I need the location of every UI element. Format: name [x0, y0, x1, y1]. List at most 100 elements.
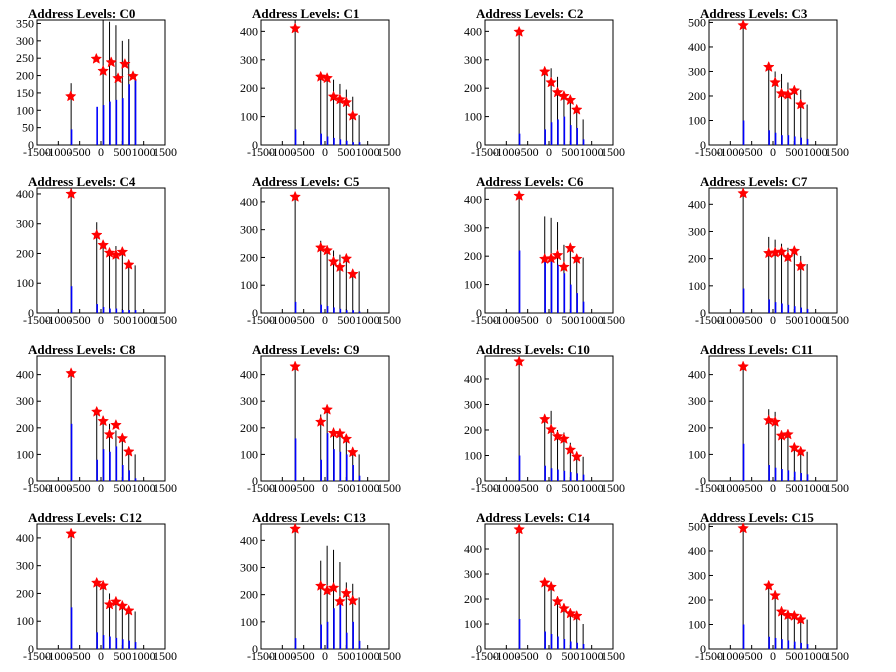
y-tick-label: 100	[464, 617, 482, 631]
y-tick-label: 300	[464, 53, 482, 67]
chart-title: Address Levels: C0	[28, 6, 136, 21]
y-tick-label: 0	[700, 474, 706, 488]
chart-panel: Address Levels: C2 0 100 200 300 400 -1500 -100…	[448, 0, 672, 168]
peak-marker	[788, 244, 801, 257]
peak-marker	[769, 589, 782, 601]
chart-title: Address Levels: C10	[476, 342, 590, 357]
peak-marker	[513, 189, 526, 201]
peak-marker	[97, 238, 110, 251]
plot-frame	[260, 19, 390, 146]
x-tick-label: 1000	[132, 481, 156, 495]
peak-marker	[334, 595, 346, 607]
peak-marker	[538, 65, 551, 77]
peak-marker	[105, 56, 118, 68]
chart-panel: Address Levels: C10 0 100 200 300 400 -1500 -10…	[448, 336, 672, 504]
y-tick-label: 400	[464, 542, 482, 556]
x-tick-label: -1000	[268, 145, 296, 159]
x-tick-label: 0	[322, 649, 328, 663]
peak-marker	[327, 426, 340, 439]
peak-marker	[65, 367, 78, 379]
y-tick-label: 200	[16, 421, 34, 435]
x-tick-label: -1000	[716, 481, 744, 495]
x-tick-label: 0	[770, 313, 776, 327]
y-tick-label: 0	[476, 642, 482, 656]
x-tick-label: -1500	[695, 649, 723, 663]
x-tick-label: 500	[113, 481, 131, 495]
x-tick-label: -1500	[23, 649, 51, 663]
y-tick-label: 0	[700, 306, 706, 320]
peak-marker	[327, 255, 340, 267]
x-tick-label: 1000	[132, 649, 156, 663]
y-tick-label: 200	[16, 586, 34, 600]
x-tick-label: 1000	[580, 313, 604, 327]
peak-marker	[97, 415, 110, 427]
peak-marker	[762, 414, 775, 426]
peak-marker	[570, 609, 583, 621]
x-tick-label: 0	[98, 649, 104, 663]
chart-panel: Address Levels: C1 0 100 200 300 400 -1500 -100…	[224, 0, 448, 168]
y-tick-label: 100	[16, 614, 34, 628]
x-tick-label: -1000	[44, 481, 72, 495]
x-tick-label: -500	[69, 481, 91, 495]
x-tick-label: -500	[69, 649, 91, 663]
y-tick-label: 100	[16, 276, 34, 290]
plot-frame	[708, 187, 838, 314]
x-tick-label: -1500	[23, 481, 51, 495]
y-tick-label: 0	[476, 306, 482, 320]
peak-marker	[737, 19, 750, 31]
y-tick-label: 400	[688, 544, 706, 558]
peak-marker	[97, 64, 110, 77]
x-tick-label: -1500	[471, 649, 499, 663]
x-tick-label: -1000	[44, 145, 72, 159]
chart-title: Address Levels: C1	[252, 6, 360, 21]
y-tick-label: 500	[688, 15, 706, 29]
peak-marker	[90, 52, 103, 64]
peak-marker	[558, 260, 570, 272]
y-tick-label: 200	[464, 423, 482, 437]
y-tick-label: 400	[464, 192, 482, 206]
peak-marker	[340, 587, 353, 599]
y-tick-label: 300	[688, 568, 706, 582]
chart-title: Address Levels: C11	[700, 342, 814, 357]
y-tick-label: 100	[688, 279, 706, 293]
y-tick-label: 300	[240, 560, 258, 574]
chart-panel: Address Levels: C6 0 100 200 300 400 -1500 -100…	[448, 168, 672, 336]
x-tick-label: 1000	[580, 649, 604, 663]
peak-marker	[794, 613, 807, 625]
peak-marker	[334, 261, 346, 273]
x-tick-label: -500	[69, 145, 91, 159]
y-tick-label: 300	[688, 64, 706, 78]
x-tick-label: -500	[741, 313, 763, 327]
y-tick-label: 400	[16, 531, 34, 545]
x-tick-label: 0	[546, 481, 552, 495]
x-tick-label: 1000	[804, 145, 828, 159]
x-tick-label: -500	[741, 481, 763, 495]
peak-marker	[794, 260, 807, 272]
y-tick-label: 0	[252, 474, 258, 488]
x-tick-label: 500	[561, 313, 579, 327]
peak-marker	[321, 72, 334, 84]
y-tick-label: 200	[16, 246, 34, 260]
x-tick-label: 1000	[356, 313, 380, 327]
x-tick-label: 1500	[153, 145, 177, 159]
x-tick-label: 500	[785, 145, 803, 159]
x-tick-label: -1500	[695, 145, 723, 159]
chart-title: Address Levels: C6	[476, 174, 584, 189]
chart-panel: Address Levels: C13 0 100 200 300 400 -1500 -10…	[224, 504, 448, 672]
chart-title: Address Levels: C7	[700, 174, 808, 189]
y-tick-label: 400	[464, 372, 482, 386]
x-tick-label: 0	[546, 313, 552, 327]
peak-marker	[513, 523, 526, 535]
peak-marker	[314, 579, 327, 591]
peak-marker	[570, 103, 583, 115]
peak-marker	[346, 594, 359, 606]
x-tick-label: -1500	[247, 313, 275, 327]
chart-title: Address Levels: C12	[28, 510, 142, 525]
peak-marker	[327, 581, 340, 593]
peak-marker	[340, 252, 353, 264]
